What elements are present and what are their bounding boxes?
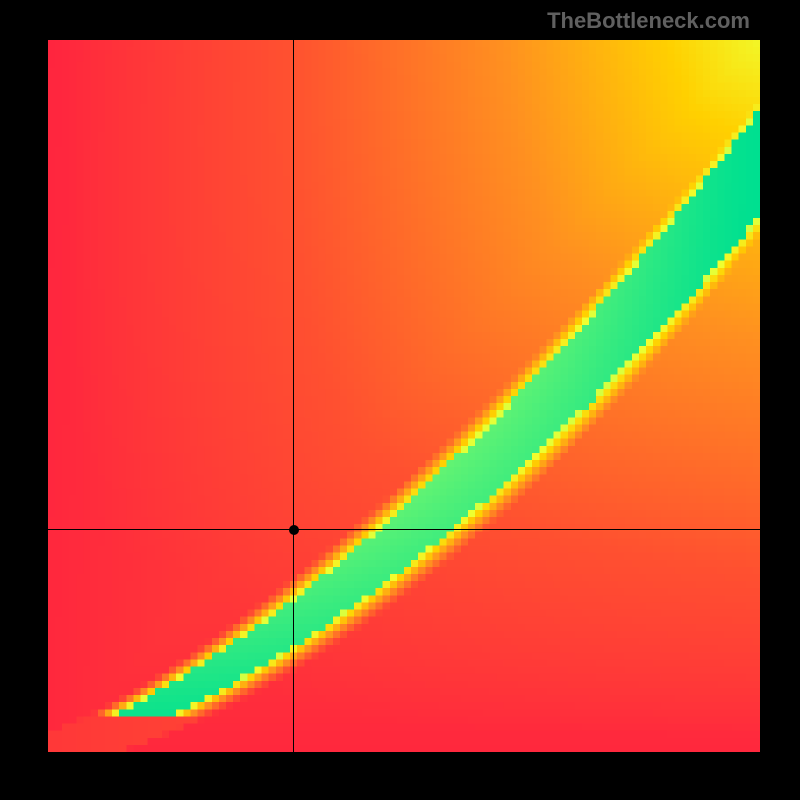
chart-container: { "type": "heatmap", "source_watermark":… (0, 0, 800, 800)
crosshair-vertical (293, 40, 294, 752)
bottleneck-heatmap (48, 40, 760, 752)
crosshair-horizontal (48, 529, 760, 530)
crosshair-marker (289, 525, 299, 535)
watermark-text: TheBottleneck.com (547, 8, 750, 34)
